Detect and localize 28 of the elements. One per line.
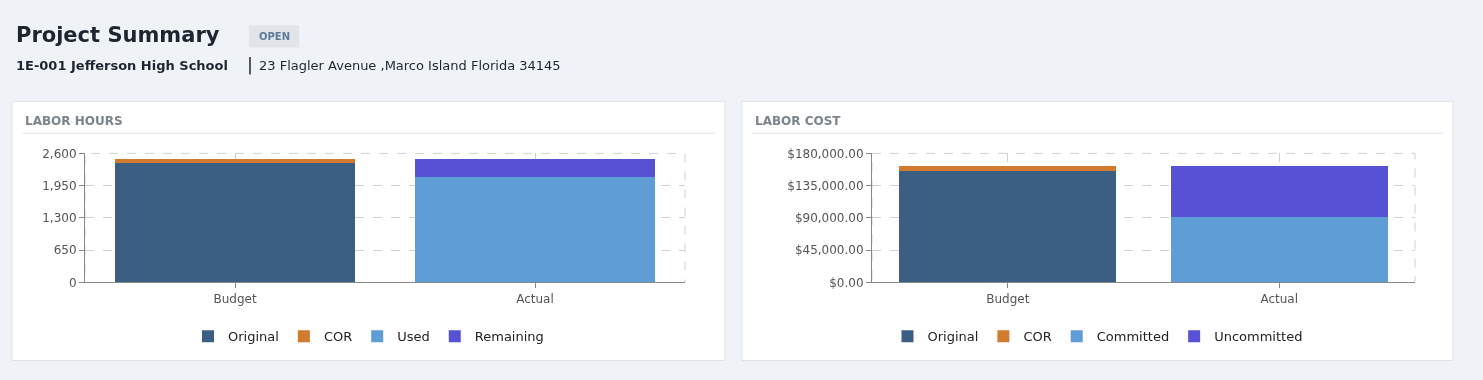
- chart-title: LABOR HOURS: [25, 114, 123, 128]
- y-tick-label: 2,600: [42, 146, 77, 161]
- y-tick-label: $180,000.00: [787, 146, 864, 161]
- legend-label: Uncommitted: [1214, 329, 1303, 345]
- x-tick-label: Actual: [1260, 291, 1299, 306]
- y-tick-label: $0.00: [829, 275, 864, 290]
- y-tick-label: 1,300: [42, 211, 77, 226]
- y-tick-label: 650: [53, 243, 77, 258]
- legend-label: Original: [927, 329, 979, 345]
- chart-title: LABOR COST: [755, 114, 842, 128]
- y-tick-label: $45,000.00: [794, 243, 864, 258]
- y-tick-label: $90,000.00: [794, 211, 864, 226]
- y-tick-label: $135,000.00: [787, 178, 864, 193]
- x-tick-label: Actual: [516, 291, 554, 306]
- legend-label: Used: [397, 329, 430, 345]
- legend-label: COR: [1023, 329, 1052, 345]
- legend-label: Remaining: [474, 329, 544, 345]
- text: Project Summary: [16, 23, 220, 47]
- text: OPEN: [259, 31, 291, 42]
- text: 1E-001 Jefferson High School: [16, 58, 228, 73]
- legend-label: COR: [323, 329, 353, 345]
- legend-label: Committed: [1096, 329, 1170, 345]
- text: 23 Flagler Avenue ,Marco Island Florida 34145: [259, 58, 561, 73]
- x-tick-label: Budget: [213, 291, 257, 306]
- x-tick-label: Budget: [986, 291, 1030, 306]
- y-tick-label: 0: [68, 275, 77, 290]
- y-tick-label: 1,950: [42, 178, 77, 193]
- legend-label: Original: [228, 329, 279, 345]
